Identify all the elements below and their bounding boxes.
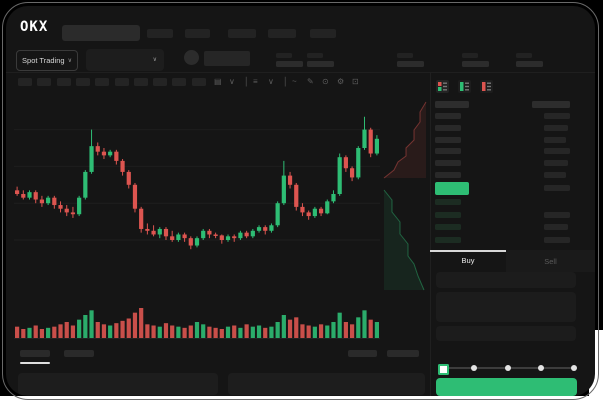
bid-amount-bar xyxy=(544,237,570,244)
chevron-down-icon[interactable]: ∨ xyxy=(229,77,235,86)
tab-buy[interactable]: Buy xyxy=(461,256,475,265)
camera-icon[interactable]: ⊙ xyxy=(322,77,329,86)
slider-stop[interactable] xyxy=(471,365,478,371)
bid-price-bar[interactable] xyxy=(435,211,461,218)
okx-logo: OKX xyxy=(20,19,49,35)
timeframe-button[interactable] xyxy=(114,78,129,86)
ask-amount-bar xyxy=(544,113,570,119)
line-tool-icon[interactable]: ~ xyxy=(292,77,297,86)
orders-panel-placeholder xyxy=(18,373,218,395)
active-tab-indicator xyxy=(430,250,506,252)
timeframe-button[interactable] xyxy=(37,78,52,86)
slider-stop[interactable] xyxy=(504,365,511,371)
nav-item-placeholder[interactable] xyxy=(228,29,256,38)
settings-icon[interactable]: ⚙ xyxy=(337,77,345,86)
divider xyxy=(430,72,431,396)
chevron-down-icon: ∨ xyxy=(152,57,157,63)
ask-price-bar[interactable] xyxy=(435,113,461,119)
ask-amount-bar xyxy=(544,136,566,143)
timeframe-button[interactable] xyxy=(95,78,110,86)
nav-item-placeholder[interactable] xyxy=(310,29,336,38)
orders-filter-button[interactable] xyxy=(387,350,419,357)
indicator-icon[interactable]: ≡ xyxy=(253,77,258,86)
volume-chart xyxy=(14,308,380,339)
ticker-stat xyxy=(307,53,335,67)
book-both-icon[interactable] xyxy=(436,80,449,93)
bid-price-bar[interactable] xyxy=(435,237,461,244)
timeframe-button[interactable] xyxy=(56,78,71,86)
divider: │ xyxy=(283,77,288,86)
book-amount-header xyxy=(532,101,570,108)
ask-amount-bar xyxy=(544,148,570,155)
depth-chart xyxy=(383,101,427,291)
nav-item-placeholder[interactable] xyxy=(268,29,296,38)
ticker-stat xyxy=(397,53,425,67)
divider: │ xyxy=(244,77,249,86)
last-price-bar[interactable] xyxy=(435,182,469,195)
fullscreen-icon[interactable]: ⊡ xyxy=(352,77,359,86)
bid-price-bar[interactable] xyxy=(435,199,461,205)
book-asks-icon[interactable] xyxy=(480,80,493,93)
ask-price-bar[interactable] xyxy=(435,148,461,155)
app-window: OKX Spot Trading ∨ ∨ xyxy=(2,2,599,400)
ticker-stat xyxy=(276,53,304,67)
orders-filter-button[interactable] xyxy=(348,350,377,357)
slider-stop[interactable] xyxy=(571,365,577,371)
tab-open-orders[interactable] xyxy=(20,350,50,357)
book-amount-bar xyxy=(544,185,570,191)
ask-price-bar[interactable] xyxy=(435,124,461,131)
candle-style-icon[interactable]: ▤ xyxy=(214,77,222,86)
nav-item-placeholder[interactable] xyxy=(147,29,173,38)
ask-price-bar[interactable] xyxy=(435,172,461,178)
book-price-header xyxy=(435,101,469,108)
ask-price-bar[interactable] xyxy=(435,136,461,143)
market-type-dropdown[interactable]: Spot Trading ∨ xyxy=(16,50,78,71)
last-price-placeholder xyxy=(204,51,250,66)
search-input[interactable] xyxy=(62,25,140,41)
timeframe-button[interactable] xyxy=(191,78,206,86)
timeframe-button[interactable] xyxy=(75,78,90,86)
trade-side-tabs: Buy Sell xyxy=(430,250,595,272)
orders-panel-placeholder xyxy=(228,373,425,395)
timeframe-button[interactable] xyxy=(153,78,168,86)
divider xyxy=(6,72,595,73)
page-bottom-strip xyxy=(0,396,603,405)
candlestick-chart[interactable] xyxy=(14,98,380,294)
bid-amount-bar xyxy=(544,211,570,218)
draw-tool-icon[interactable]: ✎ xyxy=(307,77,314,86)
order-amount-field[interactable] xyxy=(436,292,576,322)
ask-price-bar[interactable] xyxy=(435,160,461,167)
chevron-down-icon: ∨ xyxy=(67,57,72,64)
buy-button[interactable] xyxy=(436,378,577,396)
ticker-stat xyxy=(516,53,544,67)
market-type-label: Spot Trading xyxy=(22,56,65,65)
tab-order-history[interactable] xyxy=(64,350,94,357)
active-tab-indicator xyxy=(20,362,50,364)
bid-price-bar[interactable] xyxy=(435,224,461,231)
order-total-field[interactable] xyxy=(436,326,576,341)
coin-icon xyxy=(184,50,199,65)
ask-amount-bar xyxy=(544,160,568,167)
timeframe-button[interactable] xyxy=(133,78,148,86)
slider-stop[interactable] xyxy=(438,364,449,375)
pair-selector-dropdown[interactable]: ∨ xyxy=(86,49,164,71)
order-price-field[interactable] xyxy=(436,272,576,288)
timeframe-button[interactable] xyxy=(172,78,187,86)
ask-amount-bar xyxy=(544,172,566,178)
ticker-stat xyxy=(462,53,490,67)
ask-amount-bar xyxy=(544,124,568,131)
book-bids-icon[interactable] xyxy=(458,80,471,93)
chevron-down-icon[interactable]: ∨ xyxy=(268,77,274,86)
tab-sell[interactable]: Sell xyxy=(506,250,595,272)
slider-stop[interactable] xyxy=(537,365,544,371)
timeframe-button[interactable] xyxy=(18,78,32,86)
nav-item-placeholder[interactable] xyxy=(185,29,210,38)
bid-amount-bar xyxy=(544,224,568,231)
